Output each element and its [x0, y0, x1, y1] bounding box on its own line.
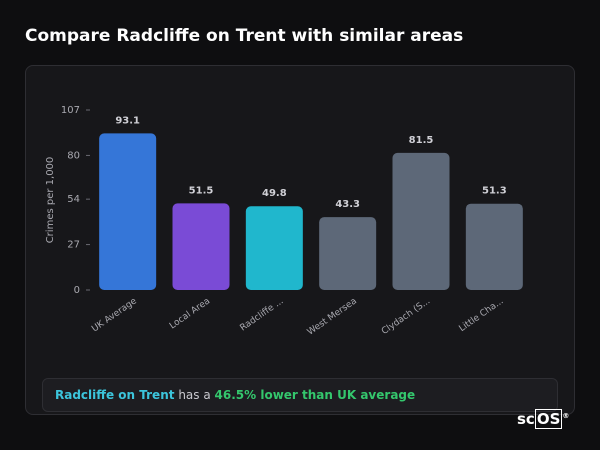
value-label: 49.8 [262, 188, 287, 199]
y-tick-label: 80 [67, 150, 80, 161]
value-label: 81.5 [409, 135, 434, 146]
insight-box: Radcliffe on Trent has a 46.5% lower tha… [42, 378, 558, 412]
logo: sc OS ® [517, 409, 570, 429]
value-label: 93.1 [115, 115, 140, 126]
y-tick-label: 0 [74, 285, 80, 296]
y-tick-label: 54 [67, 194, 80, 205]
y-axis-label: Crimes per 1,000 [45, 157, 56, 244]
page-title: Compare Radcliffe on Trent with similar … [25, 26, 464, 46]
y-tick-label: 107 [61, 105, 80, 116]
value-label: 51.5 [189, 185, 214, 196]
bar [465, 203, 523, 290]
insight-area: Radcliffe on Trent [55, 388, 175, 402]
x-tick-label: UK Average [90, 296, 139, 334]
bar [172, 203, 230, 290]
x-tick-label: West Mersea [306, 296, 359, 337]
y-tick-label: 27 [67, 240, 80, 251]
x-tick-label: Local Area [168, 296, 212, 331]
insight-connector: has a [178, 388, 211, 402]
x-tick-label: Clydach (S... [380, 296, 432, 337]
x-tick-label: Little Cha... [458, 296, 506, 334]
logo-prefix: sc [517, 410, 535, 428]
bar [245, 206, 303, 290]
logo-mark: ® [562, 412, 570, 420]
value-label: 51.3 [482, 186, 507, 197]
insight-comparison: 46.5% lower than UK average [214, 388, 416, 402]
bar [99, 133, 157, 290]
value-label: 43.3 [335, 199, 360, 210]
x-tick-label: Radcliffe ... [238, 296, 285, 333]
logo-boxed: OS [534, 409, 563, 429]
bar [392, 152, 450, 290]
bar [319, 217, 377, 290]
